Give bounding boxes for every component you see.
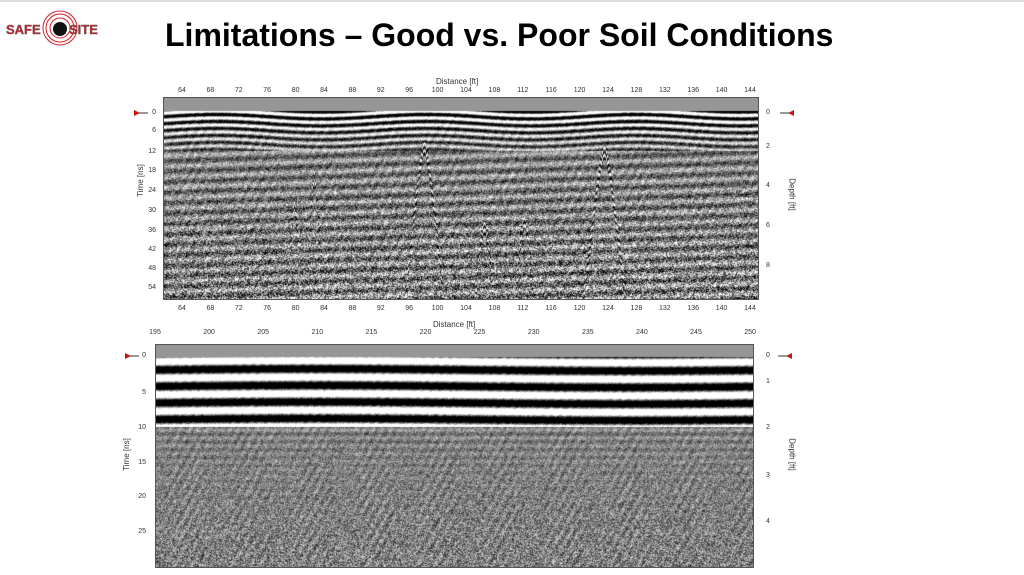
- poor-right-tick: 2: [766, 424, 770, 431]
- poor-right-tick: 3: [766, 472, 770, 479]
- poor-x-tick: 210: [311, 329, 323, 336]
- safe-site-logo: SAFE SITE: [4, 10, 108, 46]
- good-x-tick-bottom: 100: [432, 305, 444, 312]
- good-x-tick-top: 68: [206, 87, 214, 94]
- good-x-tick-top: 140: [716, 87, 728, 94]
- good-left-tick: 24: [148, 187, 156, 194]
- good-right-tick: 4: [766, 182, 770, 189]
- poor-left-tick: 25: [138, 528, 146, 535]
- good-right-tick: 0: [766, 109, 770, 116]
- surface-marker-icon: [134, 110, 150, 116]
- good-left-tick: 48: [148, 265, 156, 272]
- good-x-tick-bottom: 124: [602, 305, 614, 312]
- good-x-tick-bottom: 108: [489, 305, 501, 312]
- good-x-tick-bottom: 140: [716, 305, 728, 312]
- surface-marker-icon: [125, 353, 141, 359]
- poor-right-tick: 0: [766, 352, 770, 359]
- good-x-tick-top: 92: [377, 87, 385, 94]
- good-x-label: Distance [ft]: [436, 77, 478, 86]
- good-x-tick-bottom: 96: [405, 305, 413, 312]
- good-x-tick-bottom: 92: [377, 305, 385, 312]
- poor-x-label: Distance [ft]: [433, 320, 475, 329]
- good-x-tick-bottom: 104: [460, 305, 472, 312]
- good-x-tick-bottom: 132: [659, 305, 671, 312]
- good-right-label: Depth [ft]: [788, 178, 797, 210]
- good-x-tick-bottom: 68: [206, 305, 214, 312]
- good-right-tick: 8: [766, 262, 770, 269]
- good-x-tick-bottom: 76: [263, 305, 271, 312]
- poor-x-tick: 195: [149, 329, 161, 336]
- poor-right-tick: 4: [766, 518, 770, 525]
- good-x-tick-top: 136: [687, 87, 699, 94]
- good-right-tick: 2: [766, 143, 770, 150]
- poor-left-tick: 10: [138, 424, 146, 431]
- good-x-tick-top: 84: [320, 87, 328, 94]
- poor-left-label: Time [ns]: [122, 438, 131, 471]
- good-x-tick-top: 112: [517, 87, 528, 94]
- poor-right-tick: 1: [766, 378, 770, 385]
- good-left-tick: 12: [148, 148, 156, 155]
- poor-x-tick: 220: [420, 329, 432, 336]
- good-left-tick: 42: [148, 246, 156, 253]
- good-x-tick-bottom: 84: [320, 305, 328, 312]
- good-x-tick-top: 120: [574, 87, 586, 94]
- good-x-tick-bottom: 116: [546, 305, 557, 312]
- good-x-tick-bottom: 72: [235, 305, 243, 312]
- surface-marker-icon: [778, 110, 794, 116]
- poor-left-tick: 20: [138, 493, 146, 500]
- poor-x-tick: 250: [744, 329, 756, 336]
- good-x-tick-top: 64: [178, 87, 186, 94]
- poor-x-tick: 215: [366, 329, 378, 336]
- good-x-tick-top: 76: [263, 87, 271, 94]
- svg-text:SITE: SITE: [69, 22, 98, 37]
- good-x-tick-top: 144: [744, 87, 756, 94]
- good-x-tick-top: 124: [602, 87, 614, 94]
- good-x-tick-top: 128: [631, 87, 643, 94]
- good-x-tick-bottom: 64: [178, 305, 186, 312]
- good-x-tick-bottom: 120: [574, 305, 586, 312]
- good-left-tick: 0: [152, 109, 156, 116]
- slide-top-border: [0, 0, 1024, 2]
- poor-left-tick: 5: [142, 389, 146, 396]
- good-x-tick-bottom: 128: [631, 305, 643, 312]
- good-left-tick: 54: [148, 284, 156, 291]
- poor-x-tick: 230: [528, 329, 540, 336]
- slide-title: Limitations – Good vs. Poor Soil Conditi…: [165, 17, 833, 54]
- poor-x-tick: 235: [582, 329, 594, 336]
- good-x-tick-top: 96: [405, 87, 413, 94]
- good-x-tick-top: 108: [489, 87, 501, 94]
- good-x-tick-bottom: 144: [744, 305, 756, 312]
- good-left-tick: 30: [148, 207, 156, 214]
- good-soil-radargram-image: [163, 97, 759, 300]
- good-x-tick-top: 116: [546, 87, 557, 94]
- good-x-tick-bottom: 88: [348, 305, 356, 312]
- good-x-tick-bottom: 112: [517, 305, 528, 312]
- good-x-tick-top: 88: [348, 87, 356, 94]
- good-x-tick-top: 132: [659, 87, 671, 94]
- poor-x-tick: 225: [474, 329, 486, 336]
- good-x-tick-top: 80: [292, 87, 300, 94]
- poor-x-tick: 245: [690, 329, 702, 336]
- poor-x-tick: 240: [636, 329, 648, 336]
- good-right-tick: 6: [766, 222, 770, 229]
- svg-text:SAFE: SAFE: [6, 22, 41, 37]
- poor-left-tick: 15: [138, 459, 146, 466]
- poor-left-tick: 0: [142, 352, 146, 359]
- good-x-tick-top: 104: [460, 87, 472, 94]
- good-left-tick: 36: [148, 227, 156, 234]
- poor-x-tick: 200: [203, 329, 215, 336]
- good-x-tick-top: 100: [432, 87, 444, 94]
- poor-right-label: Depth [ft]: [788, 438, 797, 470]
- surface-marker-icon: [776, 353, 792, 359]
- good-x-tick-bottom: 136: [687, 305, 699, 312]
- poor-soil-radargram-image: [155, 344, 754, 568]
- good-x-tick-top: 72: [235, 87, 243, 94]
- poor-x-tick: 205: [257, 329, 269, 336]
- good-x-tick-bottom: 80: [292, 305, 300, 312]
- good-left-tick: 6: [152, 127, 156, 134]
- good-left-label: Time [ns]: [136, 164, 145, 197]
- good-left-tick: 18: [148, 167, 156, 174]
